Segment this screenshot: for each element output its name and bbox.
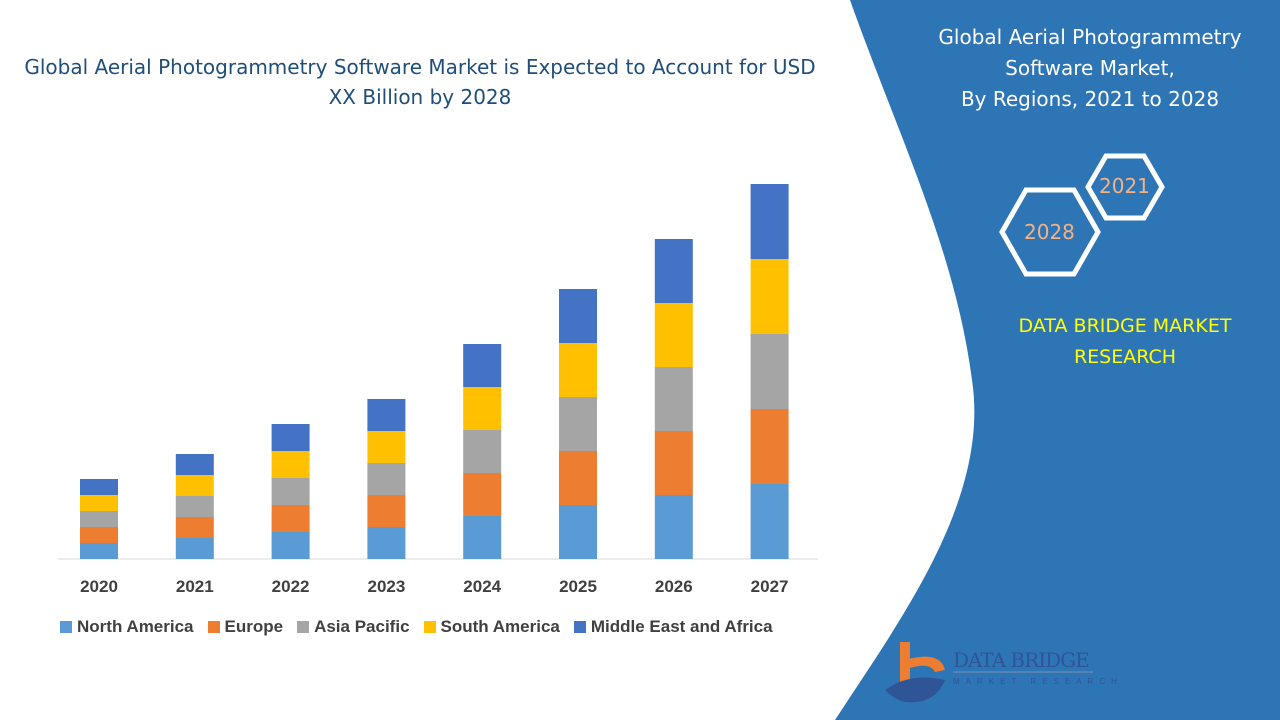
bar-segment-north-america-2021 xyxy=(175,538,214,559)
bar-segment-europe-2023 xyxy=(367,495,406,527)
legend-label: Europe xyxy=(224,617,284,636)
brand-text: DATA BRIDGE MARKET RESEARCH xyxy=(985,311,1265,373)
bar-segment-south-america-2022 xyxy=(271,451,310,478)
bar-segment-europe-2021 xyxy=(175,517,214,538)
legend-item: Europe xyxy=(207,617,284,637)
bar-segment-north-america-2024 xyxy=(463,516,502,559)
side-title-line: By Regions, 2021 to 2028 xyxy=(960,87,1220,111)
hex-year-2028: 2028 xyxy=(1024,220,1075,244)
x-tick-label: 2021 xyxy=(176,577,214,596)
bar-segment-middle-east-and-africa-2021 xyxy=(175,454,214,475)
bar-segment-asia-pacific-2023 xyxy=(367,463,406,495)
bar-segment-middle-east-and-africa-2023 xyxy=(367,399,406,431)
bar-segment-middle-east-and-africa-2027 xyxy=(750,184,789,259)
logo-icon xyxy=(885,642,1093,703)
bar-segment-south-america-2025 xyxy=(559,343,597,397)
hexagon-2021 xyxy=(1085,153,1165,221)
x-tick-label: 2020 xyxy=(80,577,118,596)
bar-segment-south-america-2026 xyxy=(654,303,693,367)
bar-segment-europe-2025 xyxy=(559,451,597,505)
bar-segment-south-america-2023 xyxy=(367,431,406,463)
bar-segment-europe-2026 xyxy=(654,431,693,495)
bar-segment-asia-pacific-2025 xyxy=(559,397,597,451)
legend-swatch xyxy=(207,621,220,633)
x-tick-label: 2027 xyxy=(751,577,789,596)
legend-label: South America xyxy=(440,617,560,636)
x-tick-label: 2026 xyxy=(655,577,693,596)
hexagon-2028 xyxy=(999,187,1101,277)
bar-segment-middle-east-and-africa-2024 xyxy=(463,344,502,387)
legend-item: Asia Pacific xyxy=(297,617,410,637)
legend-label: North America xyxy=(77,617,194,636)
logo-tagline: MARKET RESEARCH xyxy=(953,677,1123,686)
side-title-line: Software Market, xyxy=(1005,56,1175,80)
chart-title: Global Aerial Photogrammetry Software Ma… xyxy=(24,55,816,109)
bar-segment-south-america-2021 xyxy=(175,475,214,496)
legend-item: South America xyxy=(423,617,560,637)
bar-segment-north-america-2025 xyxy=(559,505,597,559)
x-tick-label: 2022 xyxy=(272,577,310,596)
bar-segment-south-america-2020 xyxy=(80,495,118,511)
bar-segment-europe-2022 xyxy=(271,505,310,532)
bar-segment-south-america-2027 xyxy=(750,259,789,334)
bar-segment-north-america-2022 xyxy=(271,532,310,559)
side-panel xyxy=(835,0,1280,720)
x-tick-label: 2023 xyxy=(367,577,405,596)
bar-segment-middle-east-and-africa-2025 xyxy=(559,289,597,343)
legend-swatch xyxy=(297,621,310,633)
logo-name: DATA BRIDGE xyxy=(953,648,1090,672)
stacked-bar-chart: 2020 2021 2022 2023 2024 2025 2026 2027 xyxy=(58,184,818,596)
bar-segment-asia-pacific-2020 xyxy=(80,511,118,527)
brand-line: DATA BRIDGE MARKET xyxy=(1018,315,1232,337)
legend-label: Middle East and Africa xyxy=(590,617,773,636)
legend-swatch xyxy=(60,621,72,633)
side-title: Global Aerial Photogrammetry Software Ma… xyxy=(905,22,1275,115)
bar-segment-north-america-2020 xyxy=(80,543,118,559)
bar-segment-europe-2024 xyxy=(463,473,502,516)
legend-item: North America xyxy=(60,617,194,637)
bar-segment-middle-east-and-africa-2026 xyxy=(654,239,693,303)
bar-segment-middle-east-and-africa-2022 xyxy=(271,424,310,451)
bar-segment-north-america-2027 xyxy=(750,484,789,559)
bar-segment-asia-pacific-2021 xyxy=(175,496,214,517)
x-tick-label: 2024 xyxy=(463,577,501,596)
bar-segment-north-america-2026 xyxy=(654,495,693,559)
bar-segment-asia-pacific-2024 xyxy=(463,430,502,473)
side-title-line: Global Aerial Photogrammetry xyxy=(938,25,1242,49)
legend-swatch xyxy=(573,621,586,633)
bar-segment-asia-pacific-2026 xyxy=(654,367,693,431)
legend-swatch xyxy=(423,621,436,633)
bar-segment-middle-east-and-africa-2020 xyxy=(80,479,118,495)
bar-segment-asia-pacific-2027 xyxy=(750,334,789,409)
x-tick-label: 2025 xyxy=(559,577,597,596)
bar-segment-asia-pacific-2022 xyxy=(271,478,310,505)
bar-segment-north-america-2023 xyxy=(367,527,406,559)
hex-year-2021: 2021 xyxy=(1099,174,1150,198)
legend-label: Asia Pacific xyxy=(314,617,410,636)
legend-item: Middle East and Africa xyxy=(573,617,773,637)
bar-segment-europe-2027 xyxy=(750,409,789,484)
bar-segment-south-america-2024 xyxy=(463,387,502,430)
legend: North America Europe Asia Pacific South Ame… xyxy=(60,617,773,637)
bar-segment-europe-2020 xyxy=(80,527,118,543)
brand-line: RESEARCH xyxy=(1073,346,1177,368)
